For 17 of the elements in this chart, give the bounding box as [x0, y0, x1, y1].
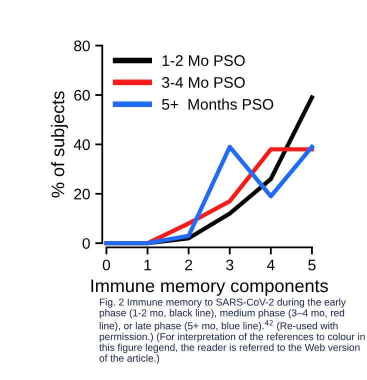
y-tick-label: 60 — [74, 90, 90, 101]
y-tick-label: 80 — [74, 40, 90, 52]
x-axis-title: Immune memory components — [91, 280, 328, 296]
legend-label: 5+ Months PSO — [162, 98, 274, 110]
x-tick-label: 2 — [185, 260, 192, 270]
x-tick-label: 4 — [266, 260, 275, 270]
y-tick-label: 40 — [74, 139, 90, 150]
legend-label: 1-2 Mo PSO — [162, 55, 245, 66]
x-tick-label: 3 — [226, 260, 234, 270]
y-tick-label: 20 — [74, 188, 90, 200]
x-tick-label: 0 — [102, 260, 110, 270]
y-tick-label: 0 — [82, 238, 90, 249]
x-tick-label: 5 — [308, 260, 316, 270]
caption: Fig. 2 Immune memory to SARS-CoV-2 during the early phase (1-2 mo, black line), medium phase (3–4 mo, red line), or late phase (5+ mo, blue line).$^{42}$ (Re-used with permission.) (For interpretation of the references to colour in this figure legend, the reader is referred to the Web version of the article.) — [99, 298, 365, 364]
legend-label: 3-4 Mo PSO — [162, 77, 245, 88]
x-tick-label: 1 — [144, 260, 152, 270]
y-axis-title: % of subjects — [51, 91, 68, 198]
